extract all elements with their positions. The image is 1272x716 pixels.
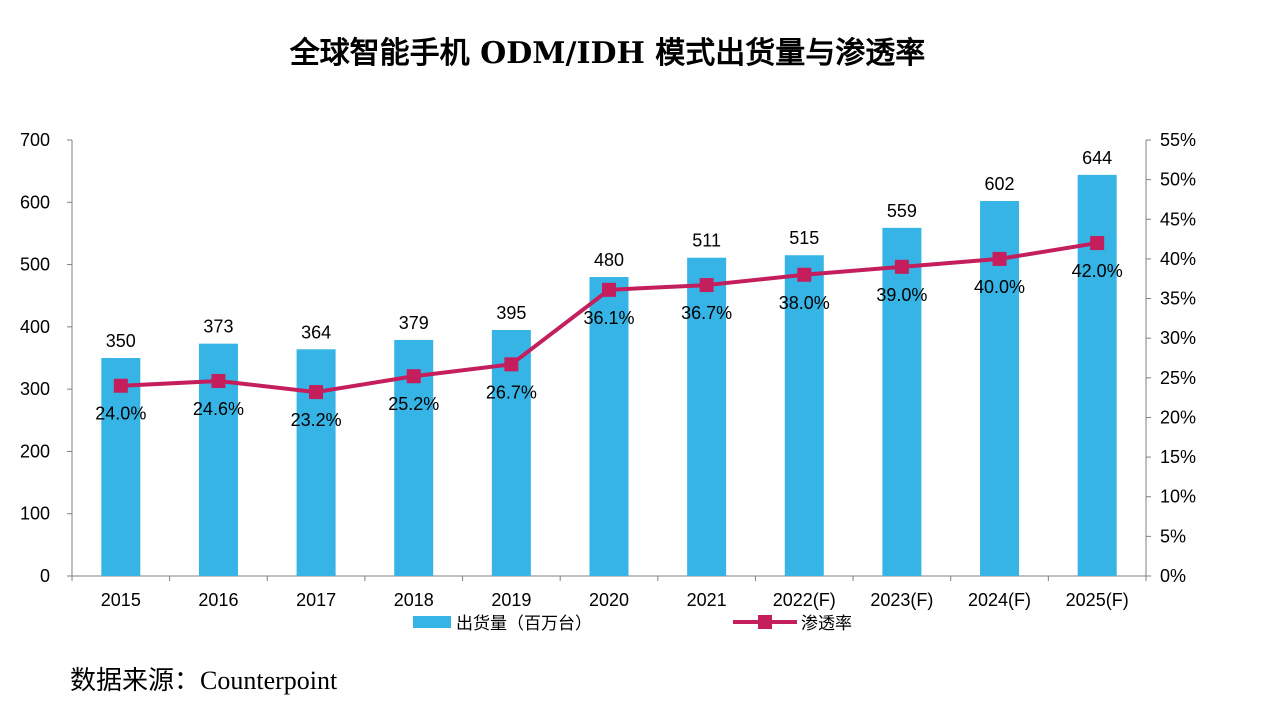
x-tick-label: 2021 [687, 590, 727, 610]
bar-value-label: 602 [985, 174, 1015, 194]
line-marker [992, 251, 1007, 266]
right-tick-label: 50% [1160, 170, 1196, 190]
bar-value-label: 395 [496, 303, 526, 323]
right-tick-label: 0% [1160, 566, 1186, 586]
line-marker [406, 369, 421, 384]
left-tick-label: 200 [20, 441, 50, 461]
x-tick-label: 2025(F) [1066, 590, 1129, 610]
bar-value-label: 350 [106, 331, 136, 351]
legend-label-bar: 出货量（百万台） [456, 614, 592, 634]
right-tick-label: 45% [1160, 209, 1196, 229]
bar [687, 257, 727, 576]
bar-value-label: 480 [594, 250, 624, 270]
right-tick-label: 10% [1160, 487, 1196, 507]
bar-value-label: 373 [203, 317, 233, 337]
chart-title: 全球智能手机 ODM/IDH 模式出货量与渗透率 [289, 36, 926, 71]
line-marker [894, 259, 909, 274]
line-value-label: 24.0% [95, 404, 146, 424]
source-note: 数据来源：Counterpoint [70, 666, 338, 695]
bar [296, 349, 336, 576]
bar-value-label: 379 [399, 313, 429, 333]
line-value-label: 24.6% [193, 399, 244, 419]
right-tick-label: 20% [1160, 407, 1196, 427]
right-tick-label: 55% [1160, 130, 1196, 150]
bar [101, 358, 141, 576]
left-tick-label: 500 [20, 255, 50, 275]
legend-label-line: 渗透率 [801, 614, 852, 634]
legend-swatch-marker [758, 615, 772, 629]
x-tick-label: 2024(F) [968, 590, 1031, 610]
line-marker [797, 267, 812, 282]
line-marker [602, 282, 616, 297]
x-tick-label: 2017 [296, 590, 336, 610]
bar [882, 227, 922, 576]
bar-value-label: 364 [301, 322, 331, 342]
right-tick-label: 30% [1160, 328, 1196, 348]
line-value-label: 25.2% [388, 394, 439, 414]
line-marker [504, 357, 519, 372]
bar-value-label: 515 [789, 228, 819, 248]
line-value-label: 26.7% [486, 382, 537, 402]
line-value-label: 39.0% [876, 285, 927, 305]
left-tick-label: 0 [40, 566, 50, 586]
right-tick-label: 15% [1160, 447, 1196, 467]
bar-value-label: 559 [887, 201, 917, 221]
left-tick-label: 700 [20, 130, 50, 150]
bar-value-label: 511 [692, 231, 721, 251]
right-tick-label: 40% [1160, 249, 1196, 269]
x-tick-label: 2022(F) [773, 590, 836, 610]
line-value-label: 23.2% [291, 410, 342, 430]
bar [784, 255, 824, 576]
line-value-label: 36.1% [583, 308, 634, 328]
line-marker [211, 373, 226, 388]
line-value-label: 42.0% [1072, 261, 1123, 281]
line-value-label: 36.7% [681, 303, 732, 323]
x-tick-label: 2023(F) [870, 590, 933, 610]
left-tick-label: 100 [20, 504, 50, 524]
line-marker [113, 378, 128, 393]
line-marker [309, 385, 324, 400]
x-tick-label: 2018 [394, 590, 434, 610]
left-tick-label: 400 [20, 317, 50, 337]
x-tick-label: 2020 [589, 590, 629, 610]
right-tick-label: 35% [1160, 289, 1196, 309]
x-tick-label: 2015 [101, 590, 141, 610]
x-tick-label: 2016 [198, 590, 238, 610]
bar [589, 277, 629, 576]
right-tick-label: 25% [1160, 368, 1196, 388]
line-marker [1090, 236, 1105, 251]
left-tick-label: 300 [20, 379, 50, 399]
bar [1077, 174, 1117, 576]
left-tick-label: 600 [20, 192, 50, 212]
line-marker [699, 278, 714, 293]
bar-value-label: 644 [1082, 148, 1112, 168]
x-tick-label: 2019 [491, 590, 531, 610]
line-value-label: 38.0% [779, 293, 830, 313]
right-tick-label: 5% [1160, 526, 1186, 546]
legend-swatch-bar [413, 616, 451, 628]
line-value-label: 40.0% [974, 277, 1025, 297]
